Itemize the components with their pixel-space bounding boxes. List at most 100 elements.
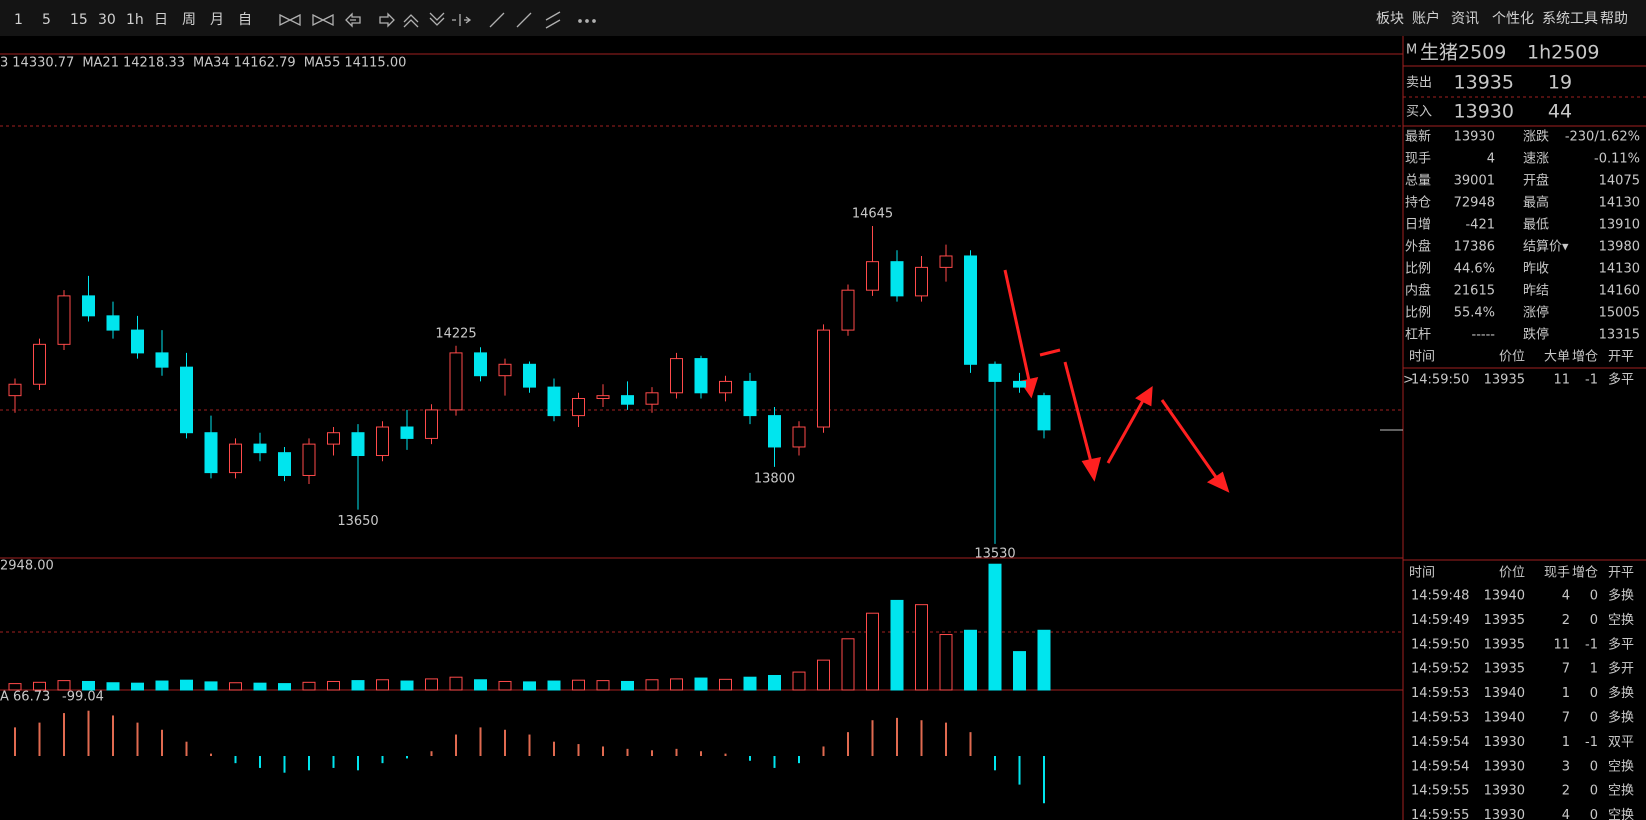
table-cell: 多平	[1608, 636, 1634, 652]
volume-bar	[376, 679, 389, 691]
table-header: 时间	[1409, 566, 1435, 581]
candle-body	[400, 426, 414, 439]
table-header: 价位	[1499, 350, 1525, 365]
volume-bar	[841, 638, 855, 691]
row-marker: >	[1403, 373, 1414, 388]
period-button[interactable]: 1	[14, 12, 23, 28]
candle-body	[278, 452, 291, 476]
candle-body	[253, 443, 267, 454]
candle-body	[547, 386, 561, 417]
ma-legend-value: 14218.33	[123, 56, 185, 71]
table-cell: -1	[1585, 373, 1598, 388]
table-cell: 14:59:50	[1411, 373, 1469, 388]
volume-bar	[719, 678, 732, 691]
stat-label: 昨结	[1523, 284, 1549, 299]
volume-bar	[155, 680, 169, 691]
menu-item[interactable]: 账户	[1412, 10, 1440, 27]
menu-item[interactable]: 资讯	[1451, 11, 1479, 27]
stat-value: 21615	[1454, 284, 1495, 299]
stat-value: -0.11%	[1594, 152, 1640, 167]
stat-label: 开盘	[1523, 173, 1549, 189]
table-header: 增仓	[1572, 566, 1598, 581]
period-button[interactable]: 15	[70, 12, 88, 28]
volume-bar	[204, 681, 218, 691]
volume-bar	[817, 659, 830, 691]
table-cell: 1	[1562, 686, 1570, 701]
candle-body	[131, 329, 144, 354]
menu-item[interactable]: 帮助	[1600, 11, 1628, 27]
volume-bar	[572, 679, 585, 691]
stat-label: 内盘	[1405, 283, 1431, 299]
candle-body	[915, 266, 928, 297]
table-cell: 2	[1562, 784, 1570, 799]
candle-body	[988, 363, 1002, 382]
candle-body	[768, 415, 781, 448]
candle-body	[694, 358, 708, 394]
extreme-label: 14225	[435, 326, 476, 341]
table-cell: 空换	[1608, 759, 1634, 774]
table-cell: 14:59:52	[1411, 662, 1469, 677]
candle-body	[106, 315, 120, 331]
candle-body	[498, 363, 512, 377]
table-cell: 14:59:49	[1411, 613, 1469, 628]
table-cell: 14:59:53	[1411, 711, 1469, 726]
stat-value: -----	[1472, 328, 1496, 343]
table-cell: 3	[1562, 759, 1570, 774]
volume-bar	[964, 629, 977, 691]
volume-bar	[670, 678, 683, 691]
stat-label: 总量	[1405, 174, 1431, 189]
period-button[interactable]: 周	[182, 12, 196, 28]
volume-bar	[449, 676, 463, 691]
stat-value: -230/1.62%	[1565, 130, 1640, 145]
volume-bar	[498, 680, 512, 691]
stat-label: 外盘	[1405, 239, 1431, 255]
table-cell: 4	[1562, 808, 1570, 820]
period-button[interactable]: 月	[210, 12, 224, 28]
table-cell: -1	[1585, 735, 1598, 750]
table-cell: 13930	[1484, 759, 1525, 774]
candle-body	[645, 392, 659, 405]
volume-bar	[253, 682, 267, 691]
sell-label: 卖出	[1406, 76, 1432, 91]
volume-bar	[400, 680, 414, 691]
menu-item[interactable]: 个性化	[1492, 11, 1534, 27]
candle-body	[523, 363, 536, 388]
volume-bar	[694, 677, 708, 691]
ma-legend-value: 14162.79	[234, 56, 296, 71]
buy-label: 买入	[1406, 105, 1432, 120]
macd-legend: A 66.73	[0, 690, 50, 705]
candle-body	[449, 352, 463, 411]
period-button[interactable]: 日	[154, 12, 168, 28]
menu-item[interactable]: 板块	[1376, 11, 1404, 27]
candle-body	[939, 255, 953, 268]
stat-label: 跌停	[1523, 327, 1549, 343]
table-cell: 空换	[1608, 808, 1634, 820]
stat-label: 涨停	[1523, 305, 1549, 321]
table-cell: 0	[1590, 759, 1598, 774]
stat-label: 速涨	[1523, 152, 1549, 167]
ma-legend-value: 14115.00	[344, 56, 406, 71]
period-button[interactable]: 30	[98, 12, 116, 28]
table-cell: 7	[1562, 711, 1570, 726]
table-cell: 13935	[1484, 637, 1525, 652]
stat-label: 现手	[1405, 152, 1431, 167]
volume-bar	[866, 612, 879, 691]
period-button[interactable]: 1h	[126, 12, 144, 28]
macd-legend: -99.04	[62, 690, 104, 705]
period-button[interactable]: 5	[42, 12, 51, 28]
contract-code: 1h2509	[1527, 42, 1599, 64]
period-button[interactable]: 自	[238, 12, 252, 28]
menu-item[interactable]: 系统工具	[1542, 11, 1598, 27]
volume-bar	[792, 671, 806, 691]
stat-label: 最低	[1523, 218, 1549, 233]
stat-label: 涨跌	[1523, 129, 1549, 145]
table-cell: 0	[1590, 784, 1598, 799]
candle-body	[57, 295, 71, 345]
volume-bar	[474, 679, 487, 691]
stat-label: 结算价▾	[1523, 240, 1569, 255]
buy-price: 13930	[1454, 101, 1514, 123]
table-cell: 14:59:48	[1411, 589, 1469, 604]
volume-bar	[8, 683, 22, 691]
trend-arrows	[1003, 269, 1230, 493]
reference-lines	[0, 96, 1646, 633]
